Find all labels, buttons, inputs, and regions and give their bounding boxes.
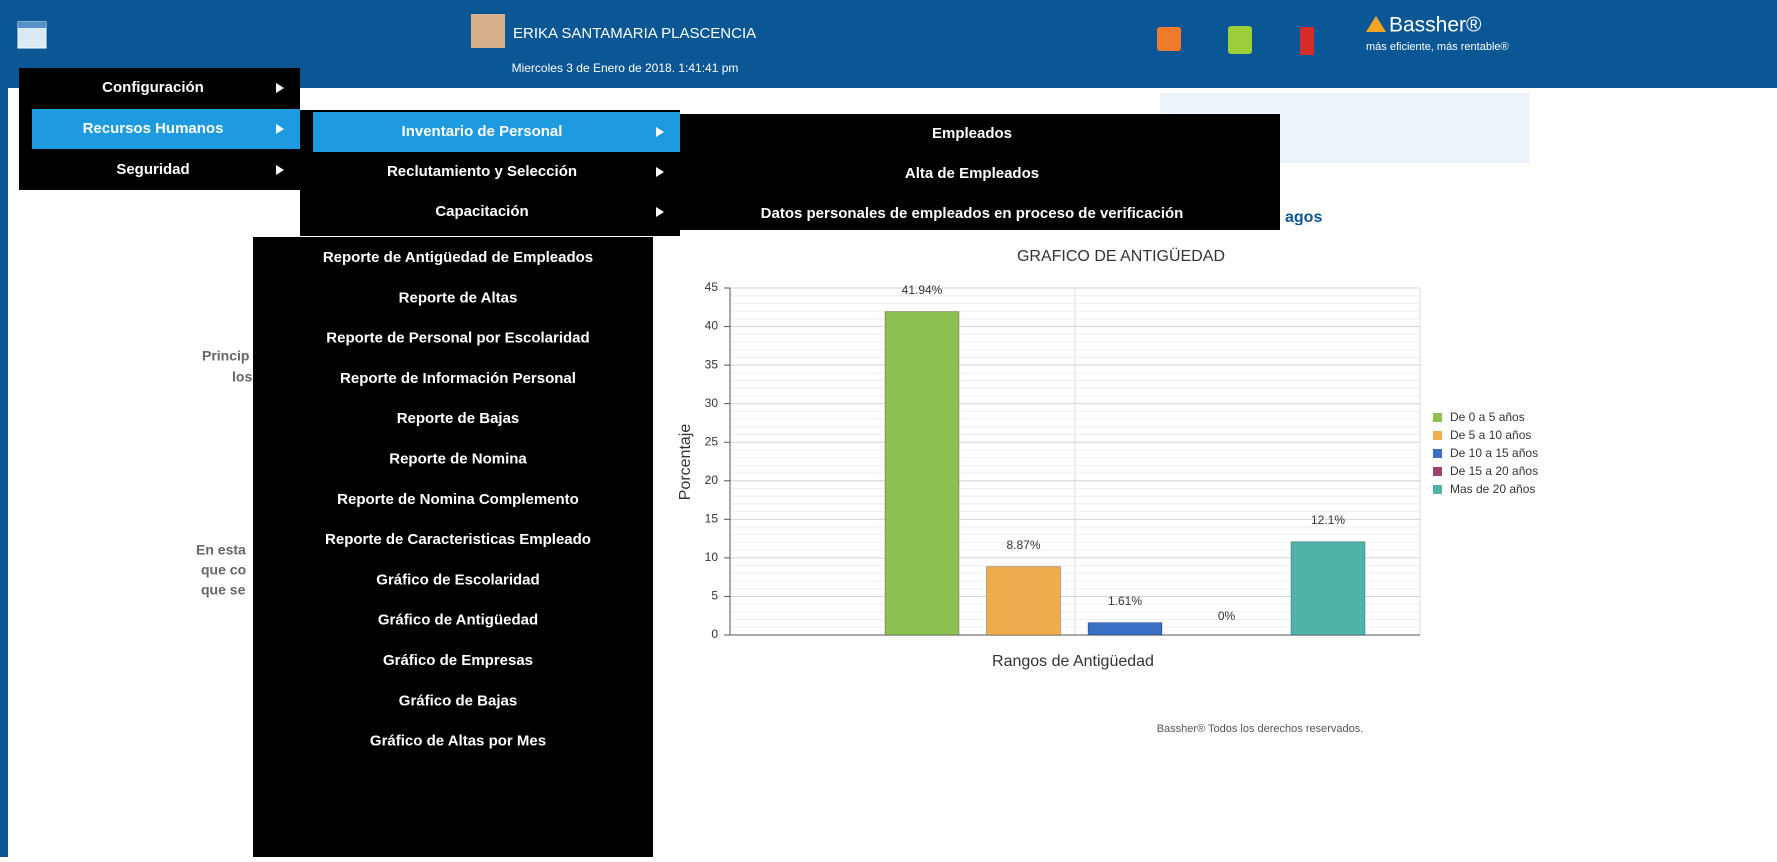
- menu-item[interactable]: Reporte de Nomina: [389, 450, 527, 467]
- value-label: 8.87%: [1006, 538, 1040, 552]
- menu-item[interactable]: Gráfico de Altas por Mes: [370, 733, 546, 750]
- date: Miercoles 3 de Enero de 2018. 1:41:41 pm: [512, 61, 739, 75]
- legend-swatch[interactable]: [1433, 413, 1442, 422]
- avatar: [471, 14, 505, 48]
- y-tick-label: 35: [705, 357, 719, 371]
- menu-item[interactable]: Gráfico de Empresas: [383, 652, 533, 669]
- bar: [1291, 542, 1365, 635]
- menu-item[interactable]: Reporte de Antigüedad de Empleados: [323, 249, 593, 266]
- value-label: 1.61%: [1108, 594, 1142, 608]
- menu-item[interactable]: Reporte de Información Personal: [340, 370, 576, 387]
- legend-label[interactable]: De 10 a 15 años: [1450, 446, 1538, 460]
- tagline: más eficiente, más rentable®: [1366, 41, 1509, 53]
- value-label: 0%: [1218, 609, 1236, 623]
- menu-item[interactable]: Configuración: [102, 79, 204, 96]
- chat-icon[interactable]: [1157, 27, 1181, 51]
- menu-item[interactable]: Seguridad: [116, 161, 189, 178]
- y-tick-label: 10: [705, 550, 719, 564]
- chart: 0 5 10 15 20 25 30 35 40 45 GRAFICO DE ANTIGÜEDAD R…: [653, 225, 1570, 857]
- menu-item[interactable]: Reporte de Bajas: [397, 410, 520, 427]
- menu-item[interactable]: Reporte de Personal por Escolaridad: [326, 330, 589, 347]
- legend-swatch[interactable]: [1433, 449, 1442, 458]
- background-fragment: En esta: [196, 542, 246, 558]
- page: ERIKA SANTAMARIA PLASCENCIA Miercoles 3 …: [0, 0, 1777, 862]
- background-fragment: que co: [201, 562, 246, 578]
- chart-panel: [653, 225, 1570, 857]
- brand: Bassher®: [1389, 14, 1482, 37]
- x-axis-label: Rangos de Antigüedad: [992, 653, 1154, 670]
- menu-item[interactable]: Reclutamiento y Selección: [387, 163, 577, 180]
- legend-label[interactable]: Mas de 20 años: [1450, 482, 1535, 496]
- menu-item[interactable]: Reporte de Nomina Complemento: [337, 491, 579, 508]
- bar: [885, 312, 959, 635]
- menu-item[interactable]: Datos personales de empleados en proceso…: [761, 205, 1184, 222]
- menu-item[interactable]: Inventario de Personal: [402, 123, 563, 140]
- menu-item[interactable]: Reporte de Caracteristicas Empleado: [325, 531, 591, 548]
- footer: Bassher® Todos los derechos reservados.: [1157, 723, 1364, 735]
- menu-item[interactable]: Reporte de Altas: [399, 289, 518, 306]
- value-label: 41.94%: [902, 283, 943, 297]
- menu-item[interactable]: Gráfico de Escolaridad: [376, 571, 539, 588]
- bar: [987, 567, 1061, 635]
- background-fragment: Princip: [202, 348, 249, 364]
- legend-label[interactable]: De 0 a 5 años: [1450, 410, 1525, 424]
- y-tick-label: 30: [705, 396, 719, 410]
- left-border: [0, 88, 8, 857]
- tablet-icon[interactable]: [1228, 26, 1252, 54]
- menu-item[interactable]: Capacitación: [435, 203, 528, 220]
- y-tick-label: 25: [705, 434, 719, 448]
- menu-item[interactable]: Empleados: [932, 125, 1012, 142]
- y-tick-label: 45: [705, 280, 719, 294]
- y-tick-label: 20: [705, 473, 719, 487]
- y-tick-label: 0: [711, 627, 718, 641]
- screen: ERIKA SANTAMARIA PLASCENCIA Miercoles 3 …: [0, 0, 1777, 857]
- background-fragment: los: [232, 369, 252, 385]
- background-fragment: que se: [201, 582, 246, 598]
- legend-label[interactable]: De 5 a 10 años: [1450, 428, 1531, 442]
- y-tick-label: 15: [705, 512, 719, 526]
- y-tick-label: 40: [705, 319, 719, 333]
- background-fragment: agos: [1285, 209, 1322, 226]
- legend-label[interactable]: De 15 a 20 años: [1450, 464, 1538, 478]
- y-tick-label: 5: [711, 589, 718, 603]
- user-name: ERIKA SANTAMARIA PLASCENCIA: [513, 25, 756, 42]
- legend-swatch[interactable]: [1433, 467, 1442, 476]
- menu-item[interactable]: Alta de Empleados: [905, 165, 1039, 182]
- legend-swatch[interactable]: [1433, 485, 1442, 494]
- menu-item[interactable]: Recursos Humanos: [83, 120, 224, 137]
- y-axis-label: Porcentaje: [677, 424, 694, 501]
- app-icon-top: [18, 22, 46, 28]
- legend-swatch[interactable]: [1433, 431, 1442, 440]
- menu-item[interactable]: Gráfico de Bajas: [399, 692, 517, 709]
- value-label: 12.1%: [1311, 513, 1345, 527]
- chart-title: GRAFICO DE ANTIGÜEDAD: [1017, 247, 1225, 265]
- menu-item[interactable]: Gráfico de Antigüedad: [378, 612, 538, 629]
- exit-icon[interactable]: [1300, 27, 1314, 55]
- bar: [1088, 623, 1162, 635]
